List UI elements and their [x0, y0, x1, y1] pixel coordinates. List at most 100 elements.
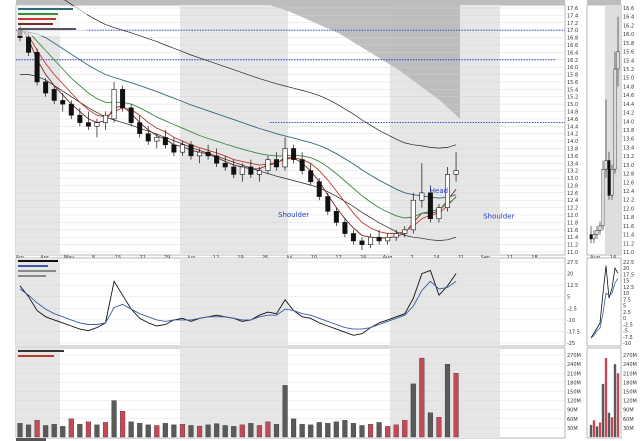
y-tick-label: 11.2	[623, 241, 634, 247]
candle-body	[427, 192, 433, 220]
candle-body	[51, 89, 57, 101]
y-tick-label: 13.0	[623, 163, 634, 169]
volume-bar	[333, 421, 339, 438]
y-tick-label: 11.4	[623, 233, 634, 239]
y-tick-label: 15.6	[623, 50, 634, 56]
y-tick-label: 15	[623, 279, 629, 285]
volume-bar	[325, 423, 331, 438]
bollinger-lower	[20, 74, 457, 241]
y-tick-label: 12.5	[567, 283, 578, 289]
moving-average-line	[20, 31, 457, 199]
y-tick-label: 17.2	[567, 21, 578, 27]
y-tick-label: 12.0	[567, 213, 578, 219]
volume-bar	[595, 426, 599, 437]
candle-body	[402, 229, 408, 234]
candle-body	[385, 236, 391, 242]
volume-bar	[85, 421, 91, 438]
volume-panel: 270M 240M 210M 180M 150M 120M 90M 60M 30M	[15, 347, 581, 441]
y-tick-label: 15.2	[567, 95, 578, 101]
volume-bar	[610, 417, 614, 437]
y-tick-label: 14.0	[567, 139, 578, 145]
volume-bar	[60, 426, 66, 438]
pattern-annotation: Shoulder	[278, 211, 309, 219]
volume-bar	[616, 373, 620, 437]
candle-body	[604, 160, 608, 170]
y-tick-label: 90M	[567, 408, 578, 414]
candle-body	[453, 170, 459, 175]
volume-bar	[205, 424, 211, 438]
price-legend	[17, 6, 87, 36]
y-tick-label: 15.8	[623, 41, 634, 47]
y-tick-label: 15.4	[567, 87, 578, 93]
y-tick-label: -7.5	[623, 335, 633, 341]
volume-bar	[17, 423, 23, 438]
price-panel: Head Shoulder Shoulder 17.617.4 17.217.0 16.…	[16, 0, 578, 261]
side-price-panel: 16.6 16.4 16.2 16.0 15.8 15.6 15.4 15.2 15.0 14.8…	[586, 0, 634, 261]
y-tick-label: 16.0	[567, 65, 578, 71]
y-tick-label: 270M	[623, 353, 637, 359]
y-tick-label: 15.8	[567, 73, 578, 79]
candle-body	[589, 234, 593, 240]
volume-bar	[607, 412, 611, 437]
candle-body	[137, 122, 143, 134]
volume-bar	[94, 424, 100, 438]
volume-bar	[592, 420, 596, 437]
candle-body	[410, 199, 416, 231]
y-tick-label: 12.2	[623, 198, 634, 204]
volume-bar	[162, 423, 168, 438]
side-volume-panel: 270M 240M 210M 180M 150M 120M 90M 60M 30M	[586, 347, 637, 439]
candle-body	[333, 211, 339, 223]
y-tick-label: 16.4	[567, 50, 578, 56]
volume-bar	[359, 425, 365, 438]
candle-body	[601, 168, 605, 227]
y-tick-label: 14.8	[623, 84, 634, 90]
y-tick-label: -25	[567, 341, 575, 347]
y-tick-label: 12.0	[623, 206, 634, 212]
y-tick-label: 150M	[623, 389, 637, 395]
volume-bar	[51, 424, 57, 438]
candle-body	[444, 174, 450, 208]
y-tick-label: 7.5	[623, 297, 631, 303]
candle-body	[111, 89, 117, 120]
y-tick-label: 22.5	[623, 260, 634, 266]
candle-body	[77, 114, 83, 123]
candle-body	[43, 81, 49, 94]
volume-bar	[410, 383, 416, 438]
y-tick-label: 11.2	[567, 243, 578, 249]
candle-body	[607, 160, 611, 196]
volume-bar	[120, 411, 126, 438]
y-tick-label: 12.2	[567, 206, 578, 212]
candle-body	[34, 52, 40, 83]
candle-body	[103, 114, 109, 123]
y-tick-label: 14.4	[567, 124, 578, 130]
candle-body	[342, 222, 348, 234]
y-tick-label: 210M	[567, 371, 581, 377]
y-tick-label: 13.6	[623, 137, 634, 143]
volume-bar	[282, 385, 288, 438]
volume-bar	[385, 426, 391, 438]
y-tick-label: 15.4	[623, 58, 634, 64]
candle-body	[68, 103, 74, 116]
volume-bar	[214, 423, 220, 438]
candle-body	[222, 162, 228, 168]
y-tick-label: 10	[623, 291, 629, 297]
candle-body	[282, 148, 288, 168]
y-tick-label: 240M	[567, 362, 581, 368]
y-tick-label: 13.2	[567, 169, 578, 175]
candle-body	[154, 137, 160, 142]
candle-body	[179, 144, 185, 153]
volume-bar	[154, 425, 160, 438]
volume-bar	[427, 412, 433, 438]
y-tick-label: 11.6	[567, 228, 578, 234]
volume-bar	[231, 426, 237, 438]
moving-average-line	[19, 27, 457, 234]
y-tick-label: 16.2	[567, 58, 578, 64]
oscillator-legend	[18, 260, 58, 277]
candle-body	[94, 122, 100, 127]
y-tick-label: 270M	[567, 353, 581, 359]
oscillator-line	[590, 277, 619, 339]
candle-body	[291, 148, 297, 160]
y-tick-label: -2.5	[567, 306, 577, 312]
candle-body	[325, 196, 331, 212]
